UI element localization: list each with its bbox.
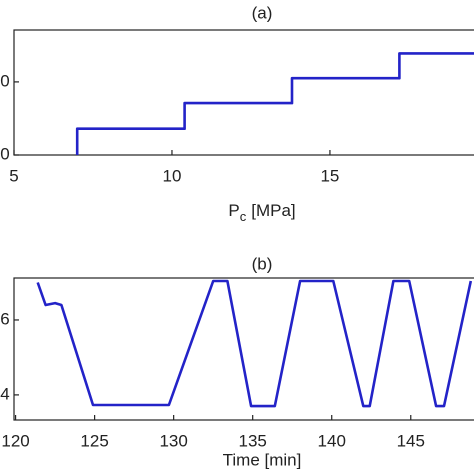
x-axis-label-sub: c [240, 209, 247, 224]
x-tick-label: 5 [9, 166, 18, 185]
x-tick-label: 145 [397, 431, 425, 450]
x-tick-label: 135 [239, 431, 267, 450]
y-tick-label: 4 [0, 384, 9, 403]
x-tick-label: 125 [80, 431, 108, 450]
x-axis-label-main: P [228, 201, 239, 220]
x-tick-label: 130 [159, 431, 187, 450]
x-tick-label: 10 [163, 166, 182, 185]
y-tick-label: 6 [0, 309, 9, 328]
x-tick-label: 140 [318, 431, 346, 450]
plot-frame [13, 277, 474, 421]
chart-title: (b) [252, 254, 273, 273]
chart-title: (a) [252, 3, 273, 22]
y-tick-label: 0 [0, 71, 9, 90]
x-axis-label: Pc [MPa] [228, 201, 295, 224]
x-axis-label-unit: [MPa] [251, 201, 295, 220]
x-axis-label: Time [min] [223, 450, 302, 469]
data-line [36, 279, 473, 408]
y-tick-label: 0 [0, 144, 9, 163]
plot-frame [13, 29, 474, 156]
data-line [75, 52, 474, 155]
x-tick-label: 15 [320, 166, 339, 185]
x-tick-label: 120 [1, 431, 29, 450]
